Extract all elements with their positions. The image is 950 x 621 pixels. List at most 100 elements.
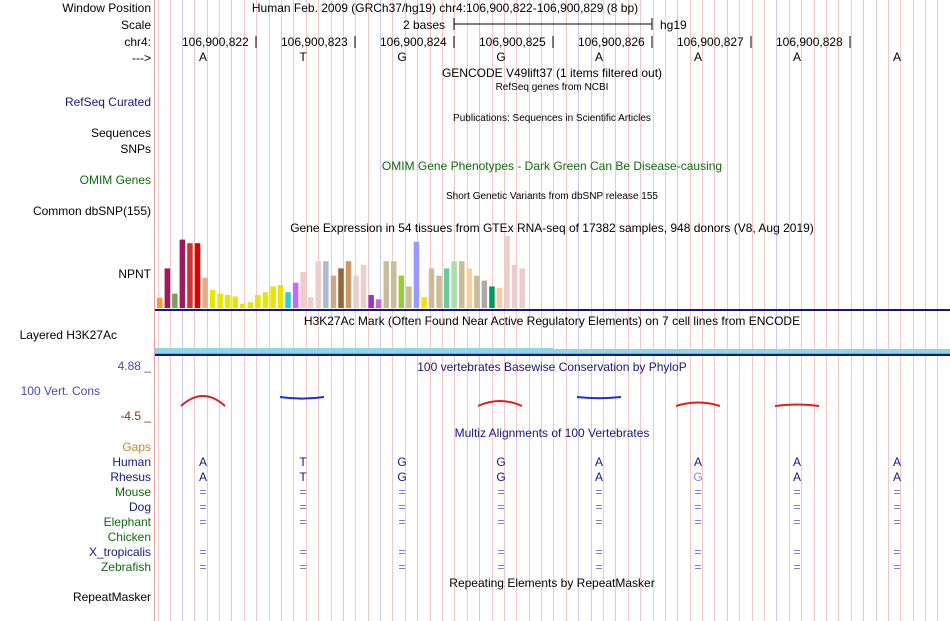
gtex-tissue-bar[interactable] — [338, 268, 344, 308]
gtex-tissue-bar[interactable] — [436, 275, 442, 308]
gtex-tissue-bar[interactable] — [255, 295, 261, 308]
track-area[interactable]: Human Feb. 2009 (GRCh37/hg19) chr4:106,9… — [155, 0, 950, 621]
gtex-tissue-bar[interactable] — [232, 296, 239, 309]
align-base: A — [892, 470, 901, 484]
refseq-label[interactable]: RefSeq Curated — [64, 95, 151, 109]
species-label-mouse: Mouse — [114, 485, 151, 499]
gtex-tissue-bar[interactable] — [489, 286, 495, 308]
gtex-tissue-bar[interactable] — [172, 293, 178, 308]
gtex-tissue-bar[interactable] — [511, 264, 518, 308]
gencode-title: GENCODE V49lift37 (1 items filtered out) — [441, 66, 663, 80]
omim-label[interactable]: OMIM Genes — [79, 173, 151, 187]
gtex-tissue-bar[interactable] — [277, 285, 284, 308]
species-label-x-tropicalis: X_tropicalis — [88, 545, 151, 559]
track-labels: Window Position Scale chr4: ---> RefSeq … — [0, 0, 153, 621]
gtex-tissue-bar[interactable] — [300, 272, 306, 308]
chrom-label: chr4: — [124, 35, 151, 49]
align-base: A — [892, 455, 901, 469]
gtex-tissue-bar[interactable] — [285, 292, 291, 308]
gtex-tissue-bar[interactable] — [360, 264, 367, 308]
gtex-tissue-bar[interactable] — [247, 302, 254, 308]
h3k27ac-label[interactable]: Layered H3K27Ac — [19, 328, 117, 342]
gtex-tissue-bar[interactable] — [474, 275, 480, 308]
gtex-tissue-bar[interactable] — [504, 236, 510, 308]
window-position-value: Human Feb. 2009 (GRCh37/hg19) chr4:106,9… — [251, 1, 639, 15]
align-base: = — [299, 485, 307, 499]
gtex-tissue-bar[interactable] — [519, 268, 525, 308]
gtex-tissue-bar[interactable] — [353, 275, 359, 308]
coord-label: 106,900,823 — [281, 35, 348, 49]
gtex-tissue-bar[interactable] — [164, 268, 171, 308]
phylop-mark — [675, 401, 721, 407]
h3k27ac-signal[interactable] — [155, 346, 950, 358]
align-base: = — [793, 545, 801, 559]
gtex-tissue-bar[interactable] — [217, 293, 223, 308]
align-base: G — [496, 470, 506, 484]
ref-base: A — [792, 50, 801, 64]
gtex-tissue-bar[interactable] — [292, 282, 299, 308]
align-base: = — [199, 545, 207, 559]
gtex-tissue-bar[interactable] — [421, 297, 427, 308]
gtex-tissue-bar[interactable] — [481, 280, 488, 308]
gtex-tissue-bar[interactable] — [375, 299, 382, 308]
gtex-tissue-bar[interactable] — [383, 261, 390, 308]
refseq-title: RefSeq genes from NCBI — [495, 82, 609, 93]
gtex-tissue-bar[interactable] — [413, 241, 420, 308]
gtex-tissue-bar[interactable] — [428, 268, 435, 308]
align-base: = — [497, 545, 505, 559]
gtex-tissue-bar[interactable] — [391, 261, 397, 308]
gtex-tissue-bar[interactable] — [459, 261, 465, 308]
gtex-tissue-bar[interactable] — [451, 261, 457, 308]
dbsnp-label[interactable]: Common dbSNP(155) — [32, 204, 151, 218]
multiz-title: Multiz Alignments of 100 Vertebrates — [454, 426, 650, 440]
align-base: = — [299, 545, 307, 559]
scale-assembly: hg19 — [660, 18, 687, 32]
gtex-tissue-bar[interactable] — [368, 295, 374, 308]
align-base: = — [497, 485, 505, 499]
align-base: A — [792, 470, 801, 484]
gtex-tissue-bar[interactable] — [443, 268, 450, 308]
repeatmasker-label[interactable]: RepeatMasker — [72, 590, 151, 604]
gtex-tissue-bar[interactable] — [202, 277, 208, 308]
gtex-tissue-bar[interactable] — [308, 297, 314, 308]
gtex-tissue-bar[interactable] — [315, 261, 322, 308]
gtex-tissue-bar[interactable] — [345, 261, 352, 308]
gtex-tissue-bar[interactable] — [225, 295, 231, 308]
align-base: G — [693, 470, 703, 484]
gtex-tissue-bar[interactable] — [240, 303, 246, 308]
gtex-tissue-bar[interactable] — [270, 286, 276, 308]
gtex-tissue-bar[interactable] — [157, 297, 163, 308]
align-base: = — [793, 485, 801, 499]
align-base: = — [893, 500, 901, 514]
align-base: = — [299, 560, 307, 574]
snps-label[interactable]: SNPs — [120, 142, 151, 156]
gtex-tissue-bar[interactable] — [323, 261, 329, 308]
phylop-label[interactable]: 100 Vert. Cons — [20, 384, 100, 398]
gtex-tissue-bar[interactable] — [330, 275, 337, 308]
align-base: = — [694, 545, 702, 559]
gtex-tissue-bar[interactable] — [187, 243, 193, 308]
gtex-tissue-bar[interactable] — [262, 292, 269, 308]
gtex-tissue-bar[interactable] — [194, 243, 201, 308]
align-base: = — [199, 500, 207, 514]
gtex-tissue-bar[interactable] — [179, 239, 186, 308]
gaps-label[interactable]: Gaps — [122, 440, 151, 454]
species-label-human: Human — [112, 455, 151, 469]
align-base: = — [694, 485, 702, 499]
gtex-tissue-bar[interactable] — [466, 268, 473, 308]
phylop-mark — [180, 395, 226, 407]
gtex-tissue-bar[interactable] — [496, 287, 503, 308]
gtex-tissue-bar[interactable] — [209, 290, 216, 308]
sequences-label[interactable]: Sequences — [90, 126, 151, 140]
phylop-mark — [576, 396, 622, 400]
phylop-signal[interactable] — [155, 390, 950, 420]
gtex-tissue-bar[interactable] — [398, 275, 405, 308]
align-base: = — [398, 560, 406, 574]
gtex-bar-chart[interactable] — [155, 234, 950, 310]
align-base: A — [198, 455, 207, 469]
phylop-mark — [774, 403, 820, 407]
gtex-gene-label[interactable]: NPNT — [118, 267, 151, 281]
gtex-tissue-bar[interactable] — [406, 286, 412, 308]
align-base: = — [694, 500, 702, 514]
